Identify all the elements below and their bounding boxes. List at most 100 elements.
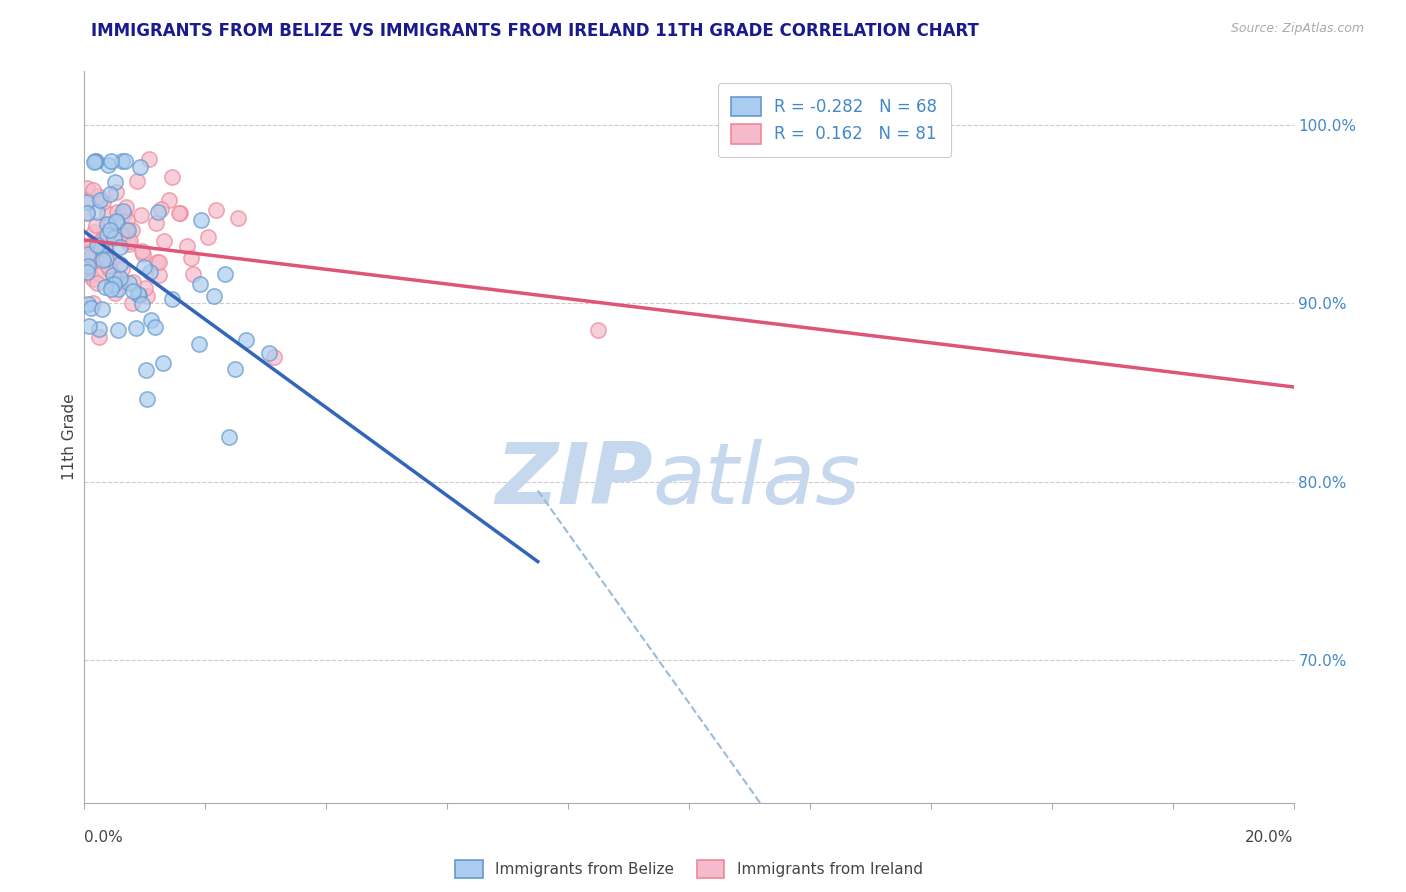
Point (131, 244, 153, 259)
Point (93, 244, 115, 258)
Point (104, 175, 127, 189)
Point (89, 194, 111, 208)
Point (108, 271, 131, 285)
Point (167, 206, 190, 220)
Point (91, 232, 114, 246)
Point (80, 254, 103, 268)
Point (90, 241, 112, 255)
Point (82, 272, 104, 286)
Text: atlas: atlas (652, 440, 860, 523)
Point (197, 230, 219, 244)
Point (96, 217, 118, 231)
Point (111, 204, 134, 219)
Legend: Immigrants from Belize, Immigrants from Ireland: Immigrants from Belize, Immigrants from … (449, 855, 929, 884)
Point (112, 207, 135, 221)
Point (104, 214, 127, 228)
Text: ZIP: ZIP (495, 440, 652, 523)
Point (125, 174, 148, 188)
Point (77, 318, 100, 333)
Point (76, 205, 98, 219)
Point (98, 223, 121, 237)
Point (84, 240, 107, 254)
Point (97, 252, 120, 266)
Point (121, 296, 143, 310)
Point (235, 333, 257, 347)
Point (111, 261, 134, 276)
Point (135, 392, 157, 407)
Point (86, 276, 108, 290)
Point (149, 202, 172, 216)
Point (100, 252, 122, 267)
Point (588, 323, 610, 337)
Point (89, 322, 111, 336)
Point (121, 223, 143, 237)
Point (125, 321, 148, 335)
Point (160, 170, 183, 185)
Point (226, 211, 249, 226)
Point (82, 295, 104, 310)
Point (127, 287, 149, 301)
Point (100, 153, 122, 168)
Point (148, 268, 170, 282)
Point (96, 158, 118, 172)
Point (91, 301, 114, 316)
Point (218, 429, 240, 443)
Point (104, 185, 127, 199)
Text: 0.0%: 0.0% (84, 830, 124, 845)
Point (86, 238, 108, 252)
Point (87, 245, 110, 260)
Text: IMMIGRANTS FROM BELIZE VS IMMIGRANTS FROM IRELAND 11TH GRADE CORRELATION CHART: IMMIGRANTS FROM BELIZE VS IMMIGRANTS FRO… (91, 22, 979, 40)
Point (141, 313, 163, 327)
Point (96, 259, 118, 273)
Point (224, 362, 246, 376)
Point (76, 205, 98, 219)
Point (263, 350, 285, 364)
Point (180, 251, 202, 265)
Point (138, 265, 160, 279)
Point (107, 281, 129, 295)
Point (118, 235, 141, 249)
Point (87, 330, 110, 344)
Point (100, 283, 122, 297)
Point (257, 346, 280, 360)
Point (86, 218, 108, 232)
Point (190, 213, 212, 227)
Point (112, 227, 135, 242)
Point (77, 247, 100, 261)
Point (84, 153, 107, 168)
Point (118, 276, 141, 290)
Point (110, 257, 132, 271)
Point (114, 153, 136, 168)
Point (86, 205, 108, 219)
Point (145, 255, 167, 269)
Point (80, 249, 103, 263)
Point (76, 256, 98, 270)
Point (128, 288, 150, 302)
Point (83, 155, 105, 169)
Point (104, 286, 127, 301)
Point (77, 297, 100, 311)
Point (76, 194, 98, 209)
Point (94, 238, 117, 252)
Point (80, 239, 103, 253)
Text: Source: ZipAtlas.com: Source: ZipAtlas.com (1230, 22, 1364, 36)
Point (122, 284, 145, 298)
Point (94, 280, 117, 294)
Point (87, 189, 110, 203)
Point (187, 337, 209, 351)
Point (115, 223, 138, 237)
Point (176, 239, 198, 253)
Point (76, 181, 98, 195)
Point (76, 245, 98, 260)
Point (181, 267, 204, 281)
Point (162, 292, 184, 306)
Point (80, 301, 103, 315)
Point (87, 235, 110, 249)
Point (111, 153, 134, 168)
Point (115, 200, 138, 214)
Point (129, 208, 152, 222)
Point (76, 259, 98, 273)
Point (101, 277, 124, 292)
Point (84, 247, 107, 261)
Point (202, 289, 225, 303)
